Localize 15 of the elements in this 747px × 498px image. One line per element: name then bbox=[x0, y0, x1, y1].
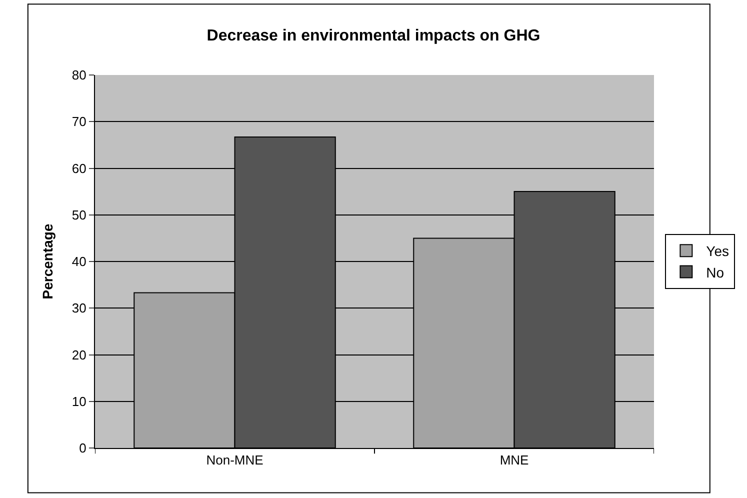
y-tick-label: 80 bbox=[72, 68, 86, 83]
y-tick-label: 70 bbox=[72, 114, 86, 130]
y-tick-label: 50 bbox=[72, 207, 86, 222]
y-tick-label: 30 bbox=[72, 300, 86, 316]
legend-label: Yes bbox=[706, 243, 730, 260]
x-tick-label: Non-MNE bbox=[206, 452, 264, 468]
y-tick-label: 20 bbox=[72, 347, 86, 362]
y-axis-title: Percentage bbox=[40, 224, 56, 300]
y-tick-label: 60 bbox=[72, 160, 86, 176]
y-tick-label: 40 bbox=[72, 254, 86, 270]
chart-title: Decrease in environmental impacts on GHG bbox=[206, 27, 540, 44]
x-tick-label: MNE bbox=[500, 452, 530, 468]
legend-label: No bbox=[706, 264, 724, 280]
y-tick-label: 10 bbox=[72, 394, 86, 409]
y-tick-label: 0 bbox=[79, 440, 86, 456]
